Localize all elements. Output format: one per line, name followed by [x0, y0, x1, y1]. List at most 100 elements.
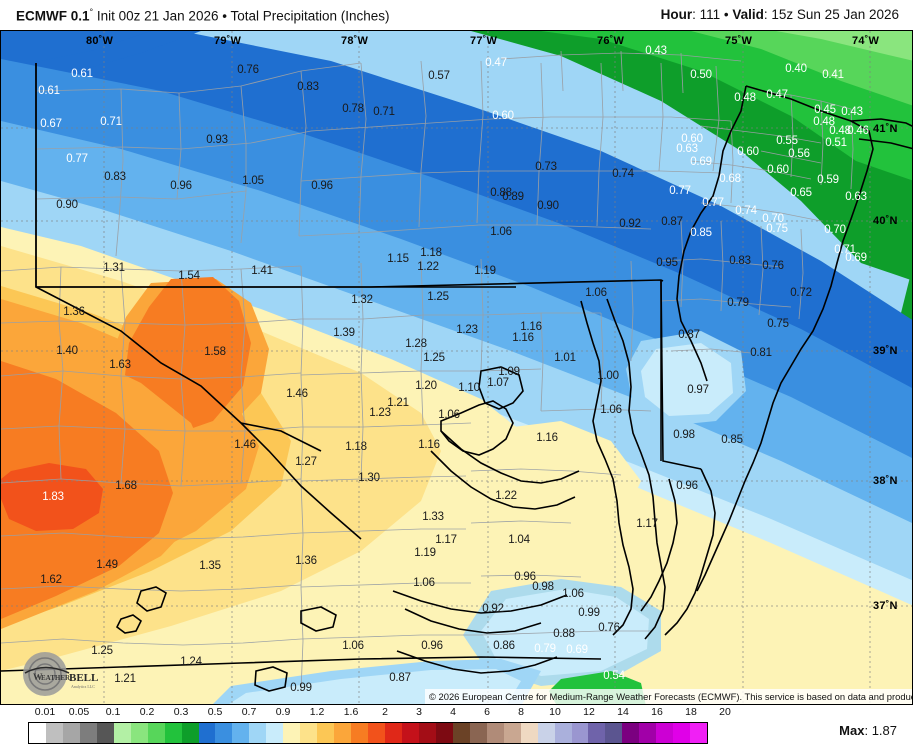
- precip-value: 0.87: [678, 329, 700, 341]
- precip-value: 0.63: [845, 191, 867, 203]
- colorbar-swatch: [62, 723, 80, 743]
- lat-label: 38˚N: [873, 475, 898, 487]
- precip-value: 0.77: [669, 185, 691, 197]
- colorbar-tick: 2: [382, 706, 388, 718]
- precip-value: 0.96: [514, 571, 536, 583]
- precip-value: 0.89: [502, 191, 524, 203]
- colorbar-swatch: [605, 723, 623, 743]
- colorbar-tick: 18: [685, 706, 697, 718]
- precip-value: 1.16: [418, 439, 440, 451]
- model-name: ECMWF 0.1: [16, 8, 90, 24]
- precip-value: 0.92: [482, 603, 504, 615]
- precip-value: 0.79: [727, 297, 749, 309]
- precip-value: 1.16: [520, 321, 542, 333]
- precip-value: 0.81: [750, 347, 772, 359]
- precip-value: 1.62: [40, 574, 62, 586]
- weatherbell-logo: W EATHER BELL Analytics LLC: [23, 652, 98, 696]
- colorbar-swatches[interactable]: [28, 722, 708, 744]
- precip-value: 1.15: [387, 253, 409, 265]
- precip-value: 1.16: [512, 332, 534, 344]
- colorbar-swatch: [622, 723, 640, 743]
- precip-value: 0.60: [492, 110, 514, 122]
- precip-value: 1.21: [114, 673, 136, 685]
- colorbar-tick-labels: 0.01 0.05 0.1 0.2 0.3 0.5 0.7 0.9 1.2 1.6 2 3 4 6 8 10 1…: [28, 706, 731, 721]
- precip-value: 1.10: [458, 382, 480, 394]
- colorbar-tick: 0.5: [207, 706, 223, 718]
- colorbar-swatch: [130, 723, 148, 743]
- precip-value: 1.32: [351, 294, 373, 306]
- precip-value: 1.33: [422, 511, 444, 523]
- precip-value: 1.31: [103, 262, 125, 274]
- colorbar-swatch: [181, 723, 199, 743]
- precip-value: 0.55: [776, 135, 798, 147]
- precip-value: 0.50: [690, 69, 712, 81]
- colorbar-tick: 1.6: [343, 706, 359, 718]
- colorbar-swatch: [351, 723, 369, 743]
- precip-value: 0.60: [737, 146, 759, 158]
- precip-value: 0.41: [822, 69, 844, 81]
- precip-value: 0.46: [847, 125, 869, 137]
- precip-value: 0.86: [493, 640, 515, 652]
- valid-label: Valid: [732, 7, 764, 22]
- precip-value: 0.99: [578, 607, 600, 619]
- colorbar-swatch: [690, 723, 708, 743]
- colorbar-legend: 0.01 0.05 0.1 0.2 0.3 0.5 0.7 0.9 1.2 1.6 2 3 4 6 8 10 1…: [0, 706, 913, 750]
- max-value: 1.87: [871, 723, 897, 738]
- precip-value: 0.76: [598, 622, 620, 634]
- precip-value: 0.61: [71, 68, 93, 80]
- lat-label: 40˚N: [873, 215, 898, 227]
- svg-text:EATHER: EATHER: [41, 674, 71, 682]
- precip-value: 0.60: [767, 164, 789, 176]
- precip-value: 1.06: [490, 226, 512, 238]
- colorbar-swatch: [45, 723, 63, 743]
- precip-value: 0.98: [673, 429, 695, 441]
- colorbar-swatch: [418, 723, 436, 743]
- precipitation-map[interactable]: 80˚W 79˚W 78˚W 77˚W 76˚W 75˚W 74˚W 41˚N …: [0, 30, 913, 705]
- precip-value: 1.23: [369, 407, 391, 419]
- precip-value: 0.57: [428, 70, 450, 82]
- precip-value: 0.61: [38, 85, 60, 97]
- precip-value: 1.25: [427, 291, 449, 303]
- colorbar-tick: 0.3: [173, 706, 189, 718]
- colorbar-tick: 1.2: [309, 706, 325, 718]
- precip-value: 1.40: [56, 345, 78, 357]
- colorbar-swatch: [503, 723, 521, 743]
- precip-value: 0.60: [681, 133, 703, 145]
- precip-value: 1.06: [585, 287, 607, 299]
- precip-value: 1.83: [42, 491, 64, 503]
- precip-value: 0.83: [104, 171, 126, 183]
- precip-value: 0.48: [813, 116, 835, 128]
- precip-value: 1.25: [423, 352, 445, 364]
- precip-value: 0.71: [373, 106, 395, 118]
- lon-label: 75˚W: [725, 35, 753, 47]
- precip-value: 1.07: [487, 377, 509, 389]
- lon-label: 80˚W: [86, 35, 114, 47]
- colorbar-tick: 12: [583, 706, 595, 718]
- colorbar-swatch: [96, 723, 114, 743]
- colorbar-tick: 10: [549, 706, 561, 718]
- colorbar-swatch: [164, 723, 182, 743]
- precip-value: 0.48: [829, 125, 851, 137]
- precip-value: 1.09: [498, 366, 520, 378]
- forecast-validity: Hour: 111 • Valid: 15z Sun 25 Jan 2026: [661, 7, 899, 22]
- colorbar-tick: 0.7: [241, 706, 257, 718]
- colorbar-tick: 14: [617, 706, 629, 718]
- precip-value: 0.56: [788, 148, 810, 160]
- precip-value: 0.95: [656, 257, 678, 269]
- precip-value: 1.39: [333, 327, 355, 339]
- precip-value: 0.69: [566, 644, 588, 656]
- colorbar-swatch: [656, 723, 674, 743]
- colorbar-swatch: [469, 723, 487, 743]
- precip-value: 0.99: [290, 682, 312, 694]
- colorbar-swatch: [300, 723, 318, 743]
- precip-value: 1.17: [636, 518, 658, 530]
- colorbar-swatch: [113, 723, 131, 743]
- precip-value: 0.97: [687, 384, 709, 396]
- precip-value: 1.22: [417, 261, 439, 273]
- precip-value: 1.19: [414, 547, 436, 559]
- precip-value: 0.90: [537, 200, 559, 212]
- precip-value: 0.76: [237, 64, 259, 76]
- precip-value: 1.30: [358, 472, 380, 484]
- lat-label: 37˚N: [873, 600, 898, 612]
